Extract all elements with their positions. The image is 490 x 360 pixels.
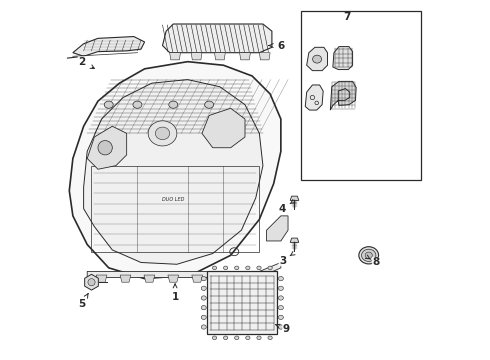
Ellipse shape — [201, 306, 206, 310]
Ellipse shape — [278, 296, 283, 300]
Ellipse shape — [257, 266, 261, 270]
Ellipse shape — [212, 336, 217, 339]
Polygon shape — [290, 238, 299, 242]
Ellipse shape — [278, 315, 283, 319]
Polygon shape — [191, 53, 202, 60]
Ellipse shape — [148, 121, 177, 146]
Ellipse shape — [365, 252, 372, 258]
Polygon shape — [170, 53, 180, 60]
Ellipse shape — [133, 101, 142, 108]
Text: 4: 4 — [279, 204, 286, 214]
Bar — [207, 271, 277, 334]
Ellipse shape — [359, 247, 379, 264]
Ellipse shape — [313, 55, 321, 63]
Text: 9: 9 — [283, 324, 290, 334]
Text: 5: 5 — [78, 299, 85, 309]
Ellipse shape — [223, 266, 228, 270]
Polygon shape — [216, 275, 226, 282]
Ellipse shape — [205, 101, 214, 108]
Polygon shape — [144, 275, 155, 282]
Ellipse shape — [278, 306, 283, 310]
Ellipse shape — [278, 286, 283, 291]
Polygon shape — [267, 216, 288, 241]
Polygon shape — [69, 62, 281, 279]
Polygon shape — [85, 274, 98, 290]
Polygon shape — [330, 81, 356, 110]
Ellipse shape — [268, 336, 272, 339]
Text: 1: 1 — [172, 292, 179, 302]
Ellipse shape — [245, 266, 250, 270]
Ellipse shape — [169, 101, 178, 108]
Polygon shape — [240, 275, 250, 282]
Polygon shape — [307, 47, 327, 71]
Polygon shape — [333, 46, 353, 69]
Text: 8: 8 — [372, 257, 380, 267]
Polygon shape — [87, 126, 126, 169]
Ellipse shape — [201, 286, 206, 291]
Polygon shape — [73, 37, 145, 56]
Ellipse shape — [88, 279, 95, 286]
Text: 7: 7 — [343, 12, 351, 22]
Bar — [300, 12, 421, 180]
Polygon shape — [215, 53, 225, 60]
Ellipse shape — [212, 266, 217, 270]
Ellipse shape — [235, 266, 239, 270]
Polygon shape — [87, 262, 281, 278]
Polygon shape — [290, 196, 299, 201]
Polygon shape — [259, 53, 270, 60]
Text: 6: 6 — [277, 41, 285, 50]
Polygon shape — [192, 275, 202, 282]
Ellipse shape — [257, 336, 261, 339]
Ellipse shape — [201, 276, 206, 281]
Ellipse shape — [201, 325, 206, 329]
Ellipse shape — [235, 336, 239, 339]
Polygon shape — [84, 80, 263, 264]
Ellipse shape — [98, 140, 112, 155]
Polygon shape — [120, 275, 131, 282]
Ellipse shape — [278, 276, 283, 281]
Ellipse shape — [201, 296, 206, 300]
Ellipse shape — [155, 127, 170, 140]
Ellipse shape — [278, 325, 283, 329]
Polygon shape — [240, 53, 250, 60]
Polygon shape — [168, 275, 179, 282]
Polygon shape — [305, 85, 323, 110]
Polygon shape — [163, 24, 272, 53]
Polygon shape — [96, 275, 107, 282]
Ellipse shape — [104, 101, 113, 108]
Ellipse shape — [362, 249, 376, 261]
Ellipse shape — [223, 336, 228, 339]
Polygon shape — [202, 108, 245, 148]
Ellipse shape — [268, 266, 272, 270]
Ellipse shape — [245, 336, 250, 339]
Text: DUO LED: DUO LED — [162, 197, 184, 202]
Ellipse shape — [201, 315, 206, 319]
Text: 3: 3 — [279, 256, 286, 266]
Text: 2: 2 — [78, 57, 85, 67]
